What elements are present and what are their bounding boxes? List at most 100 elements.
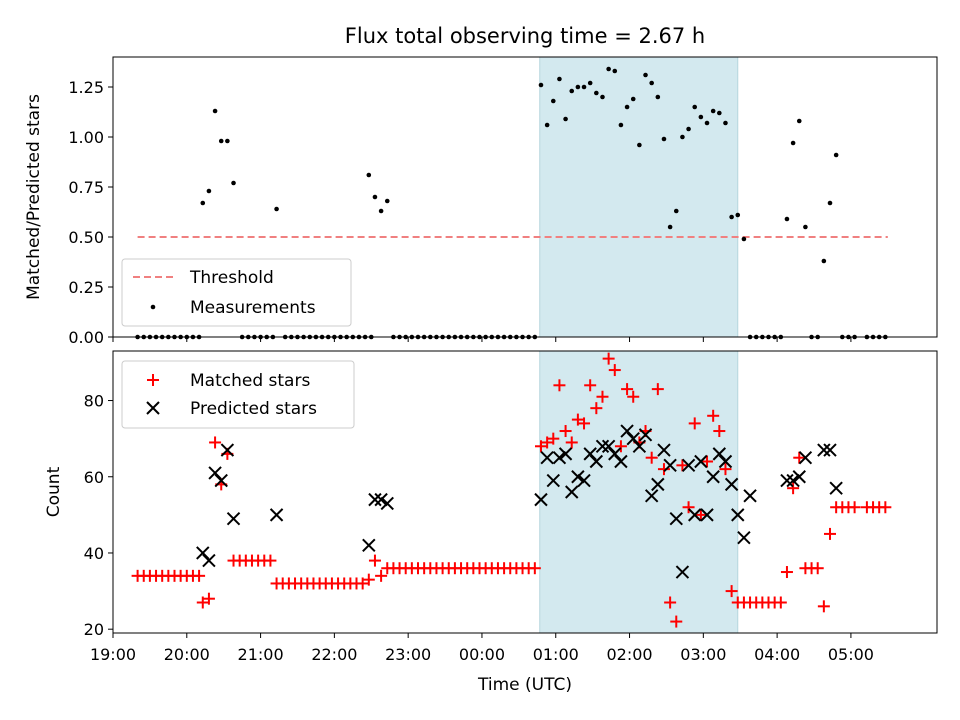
measurement-point xyxy=(803,224,808,230)
measurement-point xyxy=(649,80,654,86)
top-plot-frame xyxy=(112,56,938,338)
x-tick-label: 21:00 xyxy=(238,645,284,664)
measurement-point xyxy=(612,68,618,74)
y-tick-label: 0.50 xyxy=(68,228,104,247)
predicted-star-point xyxy=(546,473,560,488)
top-panel: Flux total observing time = 2.67 h 0.00 0… xyxy=(24,24,938,347)
predicted-star-point xyxy=(792,470,806,484)
measurement-point xyxy=(538,82,544,88)
predicted-star-point xyxy=(565,485,579,499)
predicted-star-point xyxy=(638,428,653,442)
predicted-star-point xyxy=(663,458,677,473)
measurement-point xyxy=(557,76,562,82)
x-tick-label: 05:00 xyxy=(828,645,874,664)
predicted-star-point xyxy=(196,546,210,560)
predicted-star-point xyxy=(657,443,671,457)
predicted-star-point xyxy=(380,496,394,511)
predicted-star-point xyxy=(577,473,591,488)
matched-star-point xyxy=(559,425,572,438)
measurement-point xyxy=(796,118,802,124)
measurement-point xyxy=(587,80,593,86)
predicted-star-point xyxy=(552,450,567,465)
predicted-star-point xyxy=(712,447,727,461)
matched-star-point xyxy=(664,596,677,609)
x-tick-label: 22:00 xyxy=(311,645,357,664)
matched-star-point xyxy=(375,569,388,582)
measurement-point xyxy=(624,104,630,110)
legend: Threshold Measurements xyxy=(121,258,352,327)
legend-label-predicted: Predicted stars xyxy=(190,399,317,419)
matched-star-point xyxy=(534,440,547,453)
matched-star-point xyxy=(780,566,793,579)
predicted-star-point xyxy=(780,473,794,488)
legend-label-threshold: Threshold xyxy=(189,268,274,288)
legend-swatch-measurements xyxy=(150,304,156,310)
predicted-star-point xyxy=(614,454,628,469)
y-tick-label: 0.75 xyxy=(68,178,104,197)
matched-star-point xyxy=(571,413,584,426)
y-tick-label: 0.25 xyxy=(68,278,104,297)
measurement-point xyxy=(637,142,642,148)
x-tick-label: 04:00 xyxy=(754,645,800,664)
matched-star-point xyxy=(657,463,670,476)
predicted-star-point xyxy=(786,473,800,488)
measurement-point xyxy=(212,108,218,114)
y-axis-label: Count xyxy=(44,466,64,517)
highlighted-interval xyxy=(539,350,739,634)
predicted-star-point xyxy=(724,477,739,492)
predicted-star-point xyxy=(620,424,634,438)
predicted-star-point xyxy=(202,553,216,568)
measurement-point xyxy=(704,120,710,126)
measurement-point xyxy=(723,120,728,126)
predicted-star-point xyxy=(368,492,382,507)
measurement-point xyxy=(606,66,611,72)
predicted-star-point xyxy=(829,481,843,495)
measurement-point xyxy=(581,84,587,90)
measurement-point xyxy=(643,72,648,78)
predicted-star-point xyxy=(226,511,241,526)
predicted-star-point xyxy=(743,489,757,503)
x-axis-label: Time (UTC) xyxy=(477,675,572,695)
matched-star-point xyxy=(719,463,732,476)
measurement-point xyxy=(630,96,636,102)
measurement-point xyxy=(686,126,691,132)
matched-star-point xyxy=(848,501,861,514)
predicted-star-point xyxy=(583,447,597,461)
y-axis-label: Matched/Predicted stars xyxy=(24,94,44,300)
matched-star-point xyxy=(793,451,806,464)
measurement-point xyxy=(225,138,230,144)
highlighted-interval xyxy=(539,56,739,338)
predicted-star-point xyxy=(571,470,585,484)
matched-star-point xyxy=(787,482,800,495)
measurement-point xyxy=(741,236,747,242)
predicted-star-point xyxy=(817,443,831,457)
predicted-star-point xyxy=(798,450,813,465)
legend: Matched stars Predicted stars xyxy=(121,360,355,429)
measurement-point xyxy=(661,136,667,142)
legend-swatch-predicted xyxy=(146,401,160,415)
matched-star-point xyxy=(725,585,738,598)
matched-star-point xyxy=(676,459,689,472)
predicted-star-point xyxy=(601,439,616,453)
predicted-star-point xyxy=(644,489,659,503)
predicted-star-point xyxy=(823,443,837,457)
matched-star-point xyxy=(614,440,627,453)
predicted-star-point xyxy=(214,473,228,488)
matched-star-point xyxy=(193,569,206,582)
x-tick-label: 02:00 xyxy=(606,645,652,664)
y-tick-label: 60 xyxy=(84,468,104,487)
measurement-point xyxy=(717,110,722,116)
matched-star-point xyxy=(209,436,222,449)
matched-star-point xyxy=(713,425,726,438)
measurement-point xyxy=(827,200,833,206)
measurement-point xyxy=(673,208,679,214)
y-tick-label: 80 xyxy=(84,392,104,411)
matched-star-point xyxy=(602,352,615,365)
matched-star-point xyxy=(356,577,369,590)
matched-star-point xyxy=(547,432,560,445)
measurement-point xyxy=(384,198,390,204)
predicted-star-point xyxy=(675,565,690,579)
matched-star-point xyxy=(879,501,892,514)
measurement-point xyxy=(790,140,796,146)
